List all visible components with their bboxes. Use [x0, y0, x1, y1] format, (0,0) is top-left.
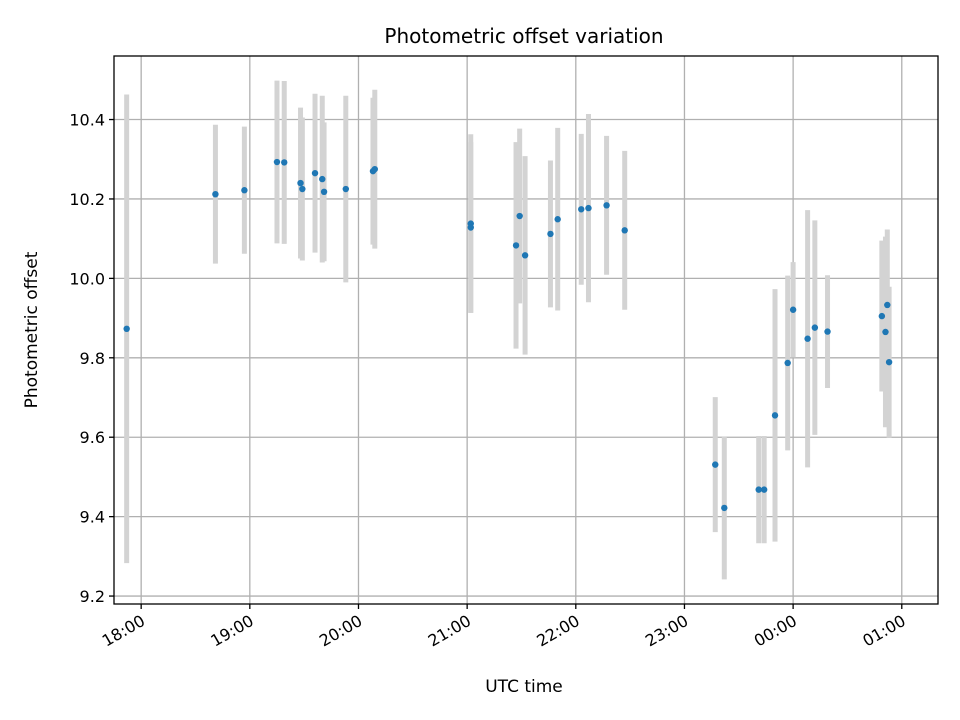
data-point [241, 187, 248, 194]
y-tick-label: 9.2 [80, 587, 105, 606]
data-point [755, 486, 762, 493]
x-tick-label: 21:00 [425, 611, 474, 651]
data-point [760, 486, 768, 493]
data-point [603, 202, 610, 209]
data-point [882, 328, 889, 336]
x-tick-label: 20:00 [316, 611, 365, 651]
data-point [311, 169, 319, 177]
data-point [811, 324, 819, 331]
data-point [721, 504, 728, 512]
chart-title: Photometric offset variation [384, 24, 663, 48]
data-point [467, 224, 474, 231]
errorbar-layer [124, 80, 892, 580]
data-point [824, 328, 831, 335]
data-point [516, 212, 523, 220]
data-point [512, 242, 520, 249]
data-point [712, 461, 719, 468]
x-tick-label: 22:00 [533, 611, 582, 651]
x-tick-label: 18:00 [99, 611, 148, 651]
data-point [123, 325, 130, 333]
data-point [585, 204, 592, 212]
data-point [771, 412, 779, 419]
data-point [621, 227, 628, 234]
tick-layer: 18:00 19:00 20:00 21:00 22:00 23:00 00:00 01:00… [69, 111, 908, 651]
data-point [578, 206, 585, 213]
y-axis-label: Photometric offset [22, 251, 42, 408]
x-axis-label: UTC time [485, 677, 563, 697]
data-point [281, 159, 288, 166]
x-tick-label: 01:00 [859, 611, 908, 651]
data-point [342, 185, 350, 193]
data-point [299, 185, 306, 193]
data-point [521, 252, 529, 259]
y-tick-label: 9.6 [80, 428, 105, 447]
data-point [884, 301, 891, 309]
data-point [297, 179, 304, 187]
data-point [885, 358, 893, 366]
data-point [804, 335, 811, 342]
data-point [212, 190, 219, 198]
data-point [320, 188, 328, 196]
y-tick-label: 10.2 [69, 190, 105, 209]
x-tick-label: 00:00 [751, 611, 800, 651]
data-point [319, 175, 326, 183]
x-tick-label: 19:00 [207, 611, 256, 651]
data-point [789, 306, 797, 313]
data-point [554, 216, 561, 223]
data-point [784, 359, 791, 367]
data-point [371, 165, 378, 173]
y-tick-label: 9.8 [80, 349, 105, 368]
point-layer [123, 158, 893, 512]
y-tick-label: 10.4 [69, 111, 105, 130]
data-point [273, 158, 281, 166]
data-point [547, 230, 554, 238]
plot-frame [113, 55, 939, 605]
data-point [878, 312, 886, 320]
x-tick-label: 23:00 [642, 611, 691, 651]
y-tick-label: 9.4 [80, 508, 105, 527]
y-tick-label: 10.0 [69, 269, 105, 288]
